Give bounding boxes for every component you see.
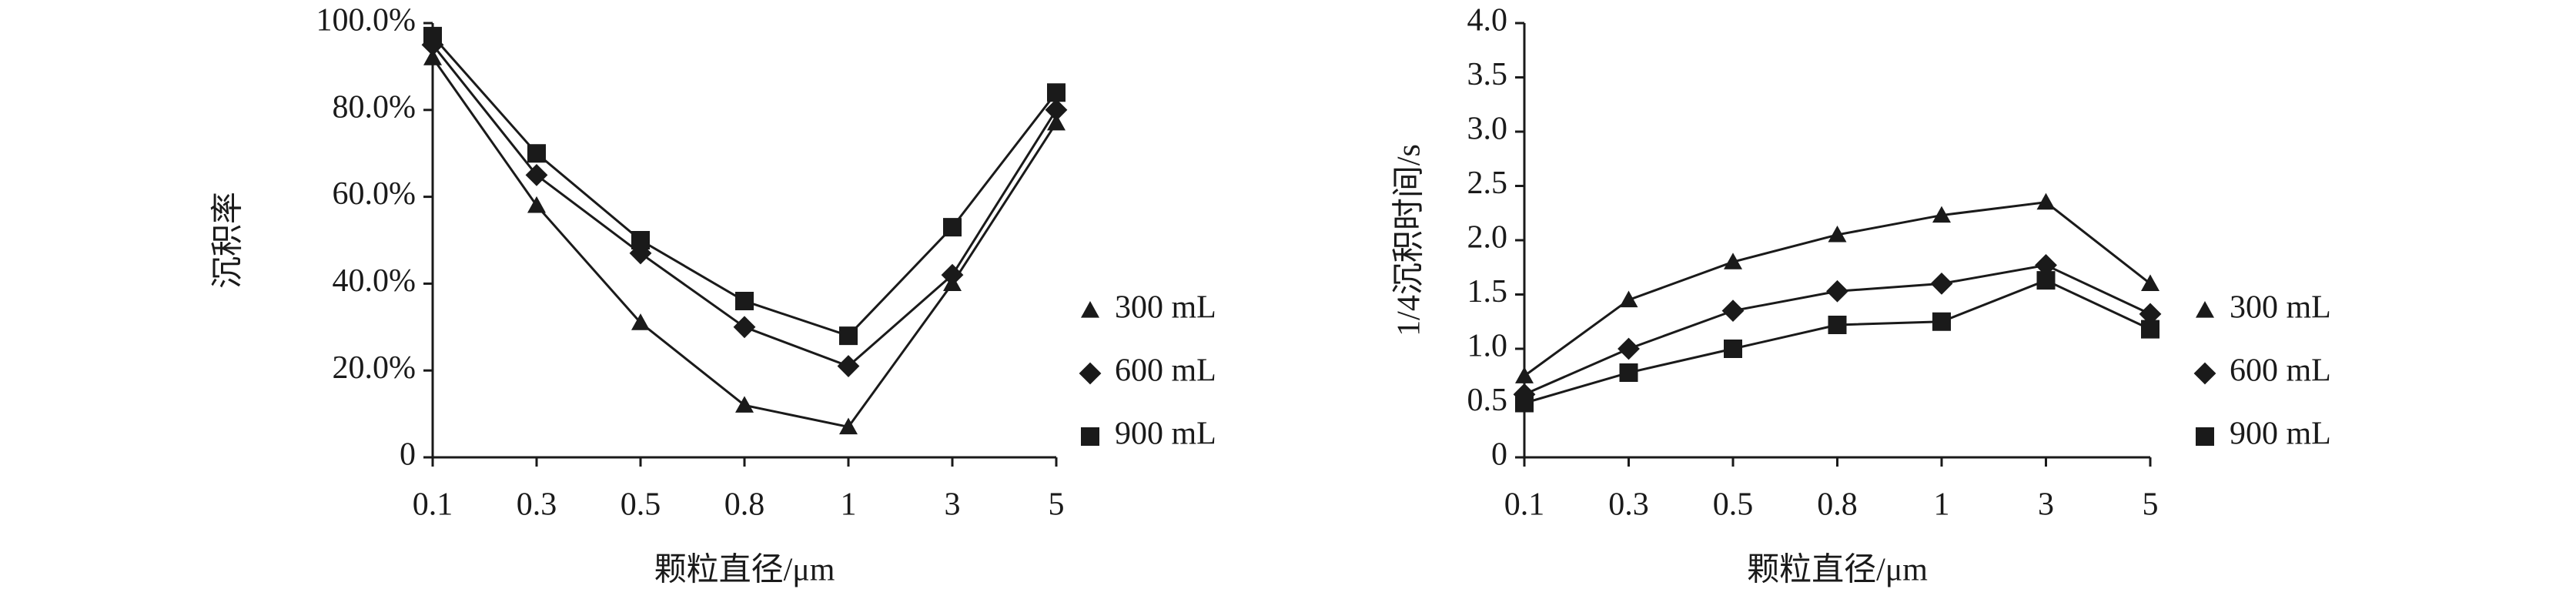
data-point bbox=[733, 316, 756, 339]
y-tick-label: 0 bbox=[400, 437, 416, 473]
x-tick-label: 0.5 bbox=[1713, 487, 1754, 523]
data-point bbox=[1619, 290, 1638, 308]
x-axis-label: 颗粒直径/μm bbox=[654, 553, 835, 588]
data-point bbox=[941, 263, 964, 286]
data-point bbox=[2139, 303, 2162, 326]
data-point bbox=[423, 49, 442, 65]
y-tick-label: 60.0% bbox=[333, 176, 417, 212]
data-point bbox=[1515, 393, 1534, 413]
series-line bbox=[431, 57, 1058, 429]
x-tick-label: 3 bbox=[945, 487, 961, 523]
data-point bbox=[525, 164, 548, 186]
series-line bbox=[431, 35, 1058, 337]
data-point bbox=[2141, 320, 2159, 339]
data-point bbox=[839, 417, 858, 435]
y-tick-label: 1.0 bbox=[1467, 329, 1508, 364]
legend-marker bbox=[2193, 362, 2216, 385]
x-tick-label: 1 bbox=[1934, 487, 1950, 523]
y-tick-label: 1.5 bbox=[1467, 274, 1508, 310]
data-point bbox=[527, 144, 546, 163]
x-tick-label: 0.3 bbox=[517, 487, 557, 523]
data-point bbox=[1932, 206, 1951, 223]
x-tick-label: 0.3 bbox=[1608, 487, 1649, 523]
data-point bbox=[1932, 312, 1951, 331]
legend-marker bbox=[2196, 301, 2214, 318]
y-tick-label: 0 bbox=[1491, 437, 1507, 473]
x-tick-label: 5 bbox=[2143, 487, 2159, 523]
data-point bbox=[1828, 315, 1847, 334]
y-tick-label: 80.0% bbox=[333, 89, 417, 125]
data-point bbox=[2035, 254, 2057, 276]
x-tick-label: 0.1 bbox=[1504, 487, 1545, 523]
data-point bbox=[735, 396, 754, 413]
x-tick-label: 5 bbox=[1049, 487, 1065, 523]
legend-marker bbox=[2196, 427, 2214, 446]
data-point bbox=[1045, 99, 1068, 122]
y-axis-label: 1/4沉积时间/s bbox=[1392, 144, 1427, 336]
data-point bbox=[2141, 274, 2159, 291]
data-point bbox=[423, 26, 442, 45]
x-tick-label: 3 bbox=[2038, 487, 2054, 523]
data-point bbox=[2036, 192, 2056, 210]
x-tick-label: 1 bbox=[841, 487, 857, 523]
legend-marker bbox=[1081, 301, 1099, 318]
legend-label: 600 mL bbox=[1115, 353, 1216, 389]
y-tick-label: 0.5 bbox=[1467, 383, 1508, 418]
data-point bbox=[1515, 366, 1534, 383]
data-point bbox=[839, 326, 858, 346]
data-point bbox=[837, 355, 860, 377]
legend-label: 900 mL bbox=[2230, 417, 2331, 452]
data-point bbox=[943, 218, 962, 237]
data-point bbox=[735, 291, 754, 310]
y-tick-label: 4.0 bbox=[1467, 3, 1508, 38]
y-tick-label: 3.0 bbox=[1467, 112, 1508, 147]
y-tick-label: 40.0% bbox=[333, 263, 417, 299]
data-point bbox=[1724, 340, 1742, 358]
y-tick-label: 100.0% bbox=[316, 3, 417, 38]
legend-marker bbox=[1081, 427, 1099, 446]
y-axis-label: 沉积率 bbox=[210, 192, 246, 289]
data-point bbox=[527, 196, 546, 213]
data-point bbox=[1721, 300, 1745, 323]
data-point bbox=[631, 313, 650, 330]
y-tick-label: 3.5 bbox=[1467, 57, 1508, 92]
x-tick-label: 0.1 bbox=[413, 487, 453, 523]
y-tick-label: 2.5 bbox=[1467, 166, 1508, 201]
data-point bbox=[1618, 337, 1640, 360]
x-tick-label: 0.8 bbox=[724, 487, 765, 523]
data-point bbox=[1826, 279, 1848, 303]
y-tick-label: 2.0 bbox=[1467, 220, 1508, 256]
data-point bbox=[1930, 273, 1953, 295]
data-point bbox=[1047, 83, 1066, 102]
data-point bbox=[2036, 271, 2056, 290]
data-point bbox=[1828, 225, 1847, 243]
legend-label: 600 mL bbox=[2230, 353, 2331, 389]
data-point bbox=[1047, 113, 1066, 131]
data-point bbox=[1724, 253, 1742, 269]
x-axis-label: 颗粒直径/μm bbox=[1747, 553, 1928, 588]
x-tick-label: 0.8 bbox=[1817, 487, 1858, 523]
data-point bbox=[1619, 363, 1638, 383]
legend-label: 300 mL bbox=[2230, 290, 2331, 326]
legend-label: 900 mL bbox=[1115, 417, 1216, 452]
data-point bbox=[631, 231, 650, 249]
legend-label: 300 mL bbox=[1115, 290, 1216, 326]
y-tick-label: 20.0% bbox=[333, 350, 417, 386]
x-tick-label: 0.5 bbox=[621, 487, 661, 523]
legend-marker bbox=[1079, 362, 1102, 385]
